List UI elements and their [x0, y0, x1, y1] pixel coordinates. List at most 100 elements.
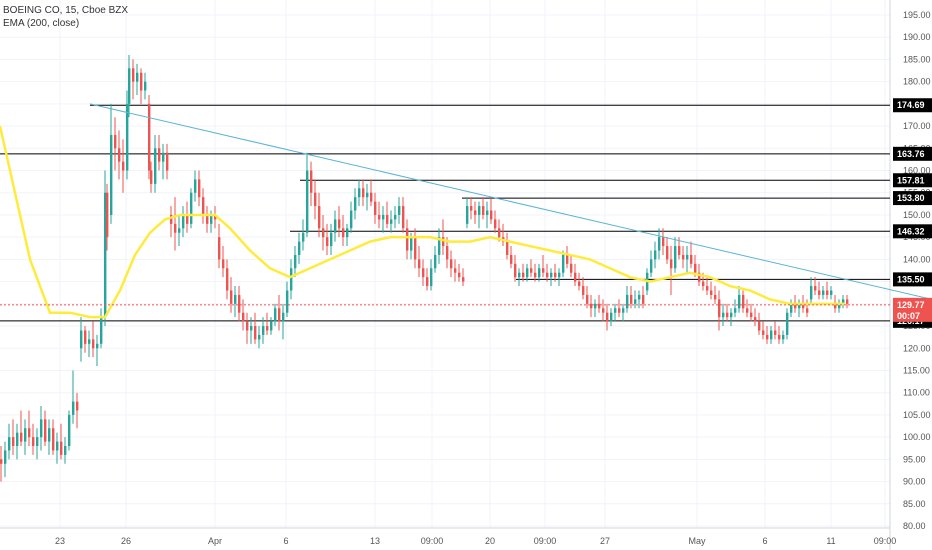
- candle-body: [362, 188, 365, 198]
- candle: [778, 326, 781, 344]
- candle: [658, 228, 661, 260]
- candle: [374, 192, 377, 224]
- candle-body: [254, 326, 257, 340]
- candle-body: [174, 223, 177, 233]
- candle-body: [84, 330, 87, 344]
- candle-body: [590, 303, 593, 309]
- candle-body: [778, 334, 781, 340]
- candle-body: [674, 246, 677, 269]
- candle-body: [642, 294, 645, 304]
- trendline[interactable]: [89, 103, 932, 300]
- candle-body: [4, 450, 7, 464]
- horizontal-levels[interactable]: [0, 104, 890, 322]
- candle-body: [154, 148, 157, 184]
- candle-body: [246, 321, 249, 331]
- candle-body: [438, 237, 441, 255]
- candle-body: [546, 272, 549, 278]
- candle: [730, 308, 733, 327]
- candle: [442, 219, 445, 255]
- candle: [790, 299, 793, 318]
- price-tick: 170.00: [903, 121, 931, 131]
- price-tick: 140.00: [903, 254, 931, 264]
- candle: [710, 281, 713, 300]
- candle-body: [774, 330, 777, 335]
- candle: [642, 286, 645, 309]
- candle: [610, 308, 613, 327]
- candle: [766, 326, 769, 344]
- candle-body: [782, 334, 785, 340]
- candle: [362, 179, 365, 207]
- candle-body: [538, 268, 541, 278]
- candle-body: [226, 268, 229, 291]
- candle-body: [234, 294, 237, 304]
- candle-body: [706, 286, 709, 291]
- candle: [250, 317, 253, 344]
- candle: [230, 277, 233, 313]
- candle-body: [398, 206, 401, 215]
- candle-body: [40, 419, 43, 438]
- candle-body: [318, 206, 321, 229]
- candle-body: [250, 326, 253, 331]
- candle: [64, 437, 67, 464]
- candle: [522, 263, 525, 282]
- candle: [298, 232, 301, 264]
- time-axis[interactable]: 23 26 Apr 6 13 09:00 20 09:00 27 May 6 11 09:00: [55, 536, 896, 546]
- candle-body: [566, 254, 569, 264]
- candle-body: [136, 72, 139, 82]
- candle: [422, 259, 425, 287]
- candle-body: [454, 268, 457, 273]
- candle: [354, 188, 357, 220]
- candle-body: [506, 241, 509, 255]
- candle: [714, 286, 717, 304]
- candle-body: [382, 214, 385, 220]
- candle-body: [562, 254, 565, 273]
- candle: [566, 246, 569, 269]
- candle: [558, 268, 561, 287]
- candle-body: [810, 286, 813, 300]
- candle-body: [842, 299, 845, 304]
- price-tick: 180.00: [903, 77, 931, 87]
- candle: [338, 206, 341, 238]
- time-tick: 27: [600, 536, 610, 546]
- candle: [122, 139, 125, 193]
- last-price-label: 129.77: [897, 300, 925, 310]
- candle-body: [830, 290, 833, 295]
- candle: [68, 410, 71, 451]
- candle: [278, 294, 281, 331]
- candle: [686, 246, 689, 273]
- candle: [302, 219, 305, 251]
- candle: [12, 419, 15, 455]
- price-axis[interactable]: 195.00190.00185.00180.00175.00170.00165.…: [903, 10, 931, 531]
- candle: [378, 201, 381, 229]
- candle-body: [582, 286, 585, 295]
- candle: [602, 299, 605, 322]
- candle: [722, 303, 725, 327]
- candle-body: [298, 241, 301, 255]
- candle-body: [618, 308, 621, 313]
- candle-body: [686, 254, 689, 260]
- candle: [342, 214, 345, 247]
- candle-body: [458, 272, 461, 278]
- candle: [186, 201, 189, 233]
- candle: [100, 308, 103, 349]
- candle-body: [638, 294, 641, 300]
- candle-body: [238, 294, 241, 313]
- candle-body: [650, 259, 653, 273]
- price-tick: 80.00: [903, 521, 926, 531]
- candle-body: [754, 317, 757, 322]
- candle: [758, 312, 761, 335]
- candle: [246, 312, 249, 344]
- candle: [290, 259, 293, 300]
- candle: [398, 197, 401, 224]
- level-label-box: [893, 173, 932, 188]
- candle: [510, 246, 513, 269]
- candle: [104, 170, 107, 327]
- candle: [762, 321, 765, 340]
- candle-body: [466, 206, 469, 224]
- candle: [810, 277, 813, 304]
- candle-body: [36, 437, 39, 447]
- candle-body: [306, 170, 309, 233]
- candle-body: [56, 441, 59, 451]
- candle-body: [24, 428, 27, 442]
